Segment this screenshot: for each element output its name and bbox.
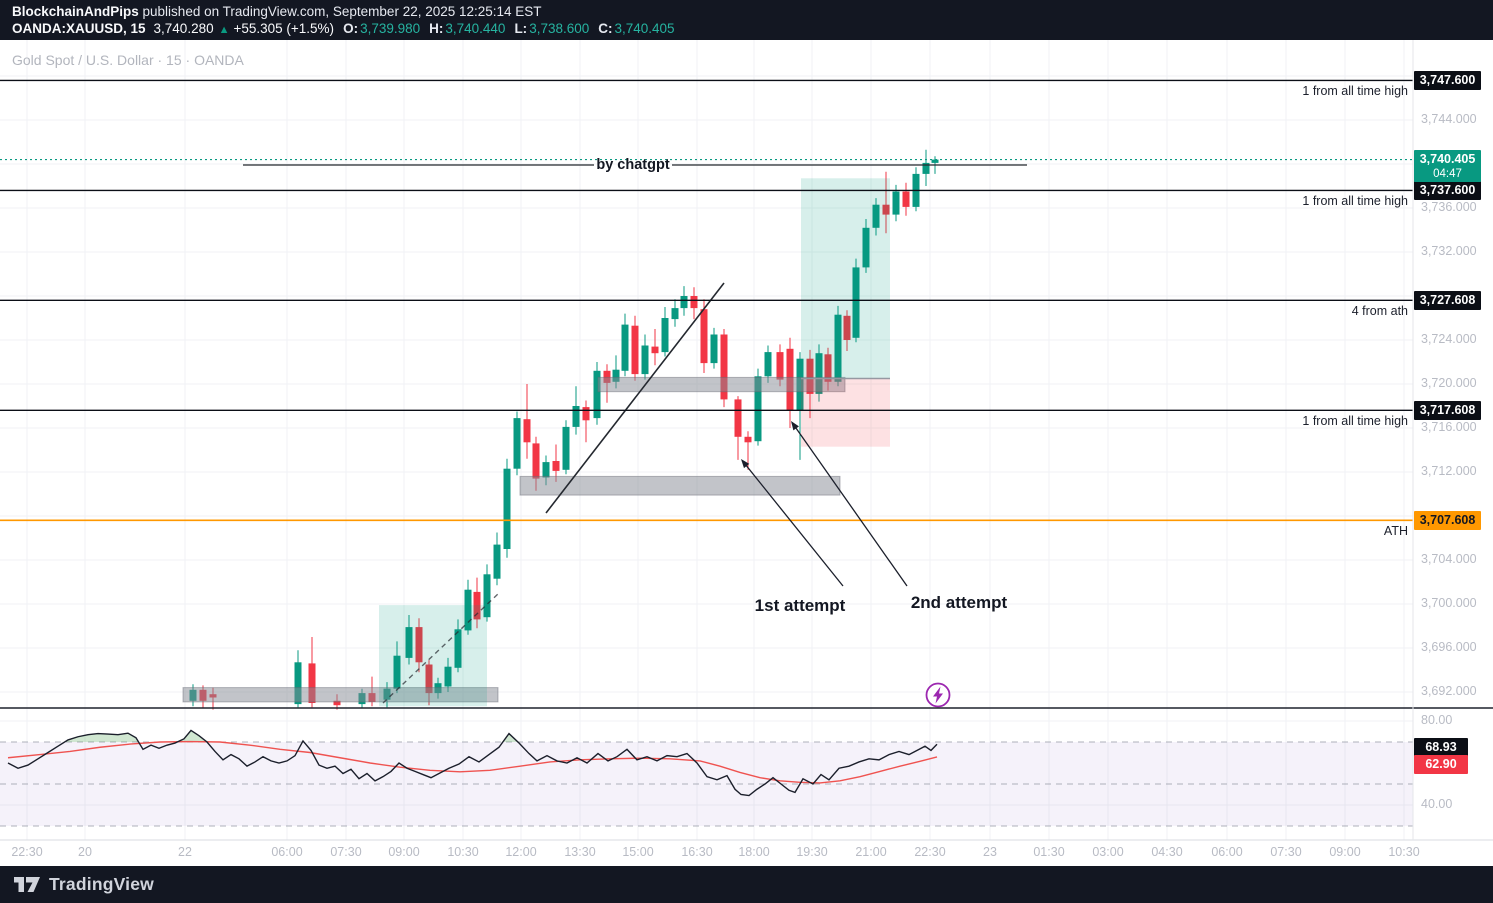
candle-body (503, 468, 511, 549)
last-price: 3,740.280 (153, 21, 214, 36)
candle-body (493, 544, 501, 579)
candle-body (661, 318, 669, 353)
tradingview-brand: TradingView (49, 874, 154, 894)
arrow-line (791, 422, 908, 587)
published-line: BlockchainAndPips published on TradingVi… (12, 4, 542, 19)
candle-body (603, 370, 611, 383)
sr-zone-bar (519, 475, 841, 496)
candle-body (834, 314, 842, 382)
candle-body (671, 308, 679, 320)
close-value: 3,740.405 (614, 21, 675, 36)
solid-trendline (545, 282, 725, 514)
candle-body (444, 666, 452, 687)
candle-body (582, 407, 590, 421)
candle-body (333, 700, 341, 706)
candle-body (473, 591, 481, 620)
candle-body (405, 627, 413, 658)
candle-body (744, 436, 752, 443)
candle-body (562, 426, 570, 470)
candle-body (902, 191, 910, 207)
chart-title: Gold Spot / U.S. Dollar · 15 · OANDA (12, 52, 244, 68)
high-value: 3,740.440 (445, 21, 506, 36)
close-label: C: (598, 21, 613, 36)
candle-body (513, 418, 521, 469)
rsi-ma-line (7, 740, 938, 784)
candle-body (931, 159, 939, 163)
candle-body (720, 334, 728, 400)
sr-zone-bar (597, 376, 846, 393)
chart-canvas[interactable] (0, 40, 1493, 866)
candle-body (532, 443, 540, 479)
low-label: L: (514, 21, 528, 36)
tradingview-logo-icon (14, 877, 40, 892)
candle-body (294, 662, 302, 705)
arrow-head (791, 421, 799, 431)
symbol-line: OANDA:XAUUSD, 15 3,740.280 ▲ +55.305 (+1.5%… (12, 21, 675, 36)
candle-body (852, 267, 860, 338)
candle-body (922, 162, 930, 174)
candle-body (862, 227, 870, 268)
candle-body (631, 325, 639, 375)
candle-body (690, 296, 698, 309)
candle-body (621, 324, 629, 371)
candle-body (872, 204, 880, 228)
candle-body (483, 574, 491, 618)
candle-body (454, 629, 462, 668)
pink-zone (801, 378, 890, 447)
candle-body (754, 376, 762, 442)
teal-zone (801, 178, 890, 379)
publish-header: BlockchainAndPips published on TradingVi… (0, 0, 1493, 40)
candle-body (843, 315, 851, 340)
candle-body (806, 358, 814, 394)
up-arrow-icon: ▲ (218, 24, 230, 36)
candle-body (612, 369, 620, 382)
lightning-bolt-glyph (933, 686, 943, 704)
candle-body (882, 204, 890, 215)
candle-body (815, 353, 823, 394)
open-label: O: (343, 21, 359, 36)
arrow-head (741, 459, 750, 469)
price-change: +55.305 (+1.5%) (233, 21, 335, 36)
candle-body (393, 655, 401, 689)
tradingview-footer: TradingView (0, 866, 1493, 903)
candle-body (776, 352, 784, 380)
arrow-line (741, 460, 844, 587)
candle-body (415, 627, 423, 663)
candle-body (764, 352, 772, 377)
candle-body (542, 462, 550, 478)
open-value: 3,739.980 (360, 21, 421, 36)
candle-body (680, 296, 688, 309)
candle-body (892, 191, 900, 215)
candle-body (572, 406, 580, 427)
rsi-line (7, 729, 938, 797)
candle-body (710, 334, 718, 364)
candle-body (700, 309, 708, 364)
candle-body (593, 370, 601, 419)
chart-region[interactable]: Gold Spot / U.S. Dollar · 15 · OANDA 3,7… (0, 40, 1493, 866)
candle-body (824, 354, 832, 382)
low-value: 3,738.600 (529, 21, 590, 36)
rsi-overbought-fill (502, 733, 518, 742)
publisher-name: BlockchainAndPips (12, 4, 139, 19)
candle-body (641, 345, 649, 375)
candle-body (425, 664, 433, 694)
published-text: published on TradingView.com, September … (138, 4, 542, 19)
high-label: H: (429, 21, 444, 36)
rsi-overbought-fill (64, 733, 139, 742)
candle-body (552, 461, 560, 471)
candle-body (464, 589, 472, 631)
candle-body (734, 399, 742, 437)
sr-zone-bar (182, 687, 499, 703)
candle-body (651, 346, 659, 354)
candle-body (308, 663, 316, 703)
candle-body (523, 419, 531, 443)
symbol-interval: OANDA:XAUUSD, 15 (12, 21, 146, 36)
